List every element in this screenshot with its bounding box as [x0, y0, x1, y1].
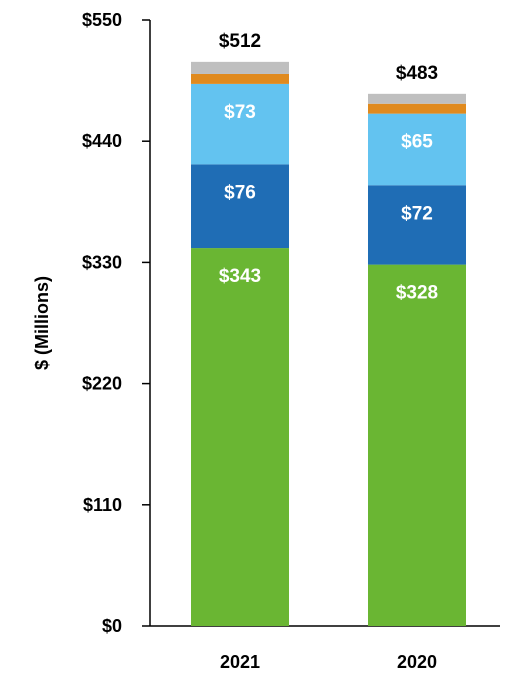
bar-segment [368, 93, 466, 104]
bar-segment [191, 83, 289, 165]
x-tick-label: 2021 [220, 652, 260, 672]
x-axis: 2021 2020 [220, 652, 437, 672]
y-tick-label: $110 [83, 495, 122, 515]
bar-segment-label: $65 [401, 132, 433, 153]
bar-total-label: $512 [219, 31, 261, 52]
bars: $343 $76 $73 $512 $328 $72 $65 $483 [191, 31, 466, 627]
bar-segment [191, 73, 289, 84]
bar-total-label: $483 [396, 63, 438, 84]
y-axis-label: $ (Millions) [32, 276, 52, 370]
y-tick-label: $220 [82, 374, 122, 394]
bar-segment [191, 248, 289, 627]
y-axis: $0 $110 $220 $330 $440 $550 [82, 10, 150, 636]
bar-segment [368, 185, 466, 265]
bar-segment-label: $73 [224, 102, 256, 123]
bar-segment-label: $328 [396, 283, 438, 304]
y-tick-label: $0 [102, 616, 122, 636]
x-tick-label: 2020 [397, 652, 437, 672]
bar-segment [191, 61, 289, 74]
y-tick-label: $550 [82, 10, 122, 30]
bar-segment [368, 264, 466, 626]
bar-segment [368, 113, 466, 186]
bar-segment-label: $343 [219, 266, 261, 287]
bar-segment [191, 164, 289, 249]
bar-segment [368, 103, 466, 114]
bar-segment-label: $76 [224, 182, 256, 203]
bar-segment-label: $72 [401, 203, 433, 224]
y-tick-label: $440 [82, 131, 122, 151]
y-tick-label: $330 [82, 252, 122, 272]
